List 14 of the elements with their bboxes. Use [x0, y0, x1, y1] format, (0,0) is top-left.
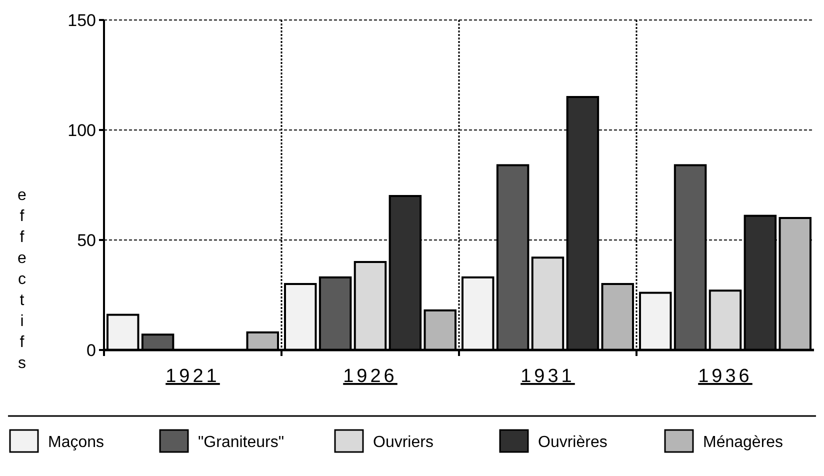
legend-label: "Graniteurs" — [198, 434, 284, 451]
legend-label: Ouvrières — [538, 434, 608, 451]
x-tick-label: 1926 — [343, 366, 398, 387]
y-tick-label: 150 — [68, 10, 96, 30]
y-tick-label: 100 — [68, 120, 96, 140]
x-tick-label: 1921 — [166, 366, 220, 387]
y-tick-label: 0 — [86, 340, 96, 360]
text: effectifs — [18, 187, 26, 372]
x-tick-label: 1931 — [520, 366, 575, 387]
y-tick-label: 50 — [77, 230, 96, 250]
legend-label: Ménagères — [703, 434, 784, 451]
legend-label: Maçons — [48, 434, 104, 451]
x-tick-label: 1936 — [698, 366, 752, 387]
legend-label: Ouvriers — [373, 434, 434, 451]
